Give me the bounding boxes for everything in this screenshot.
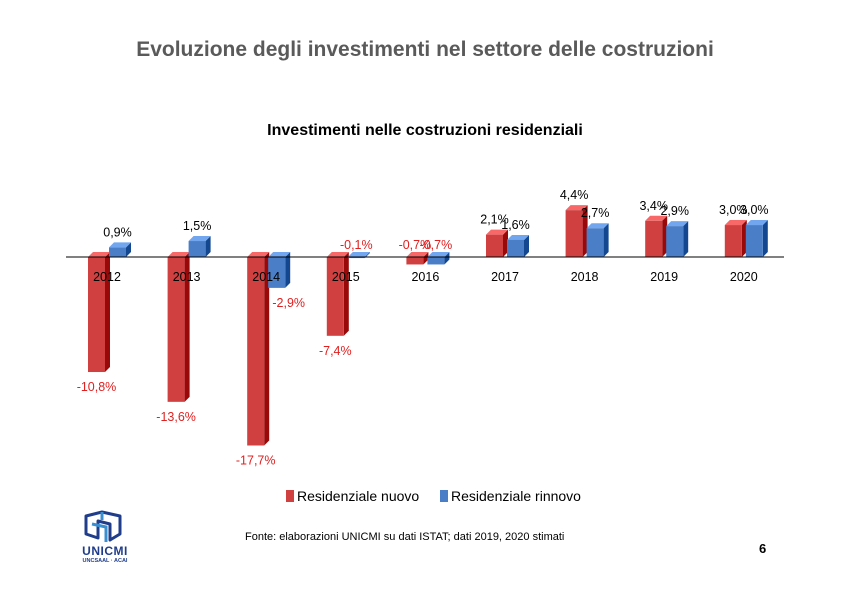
bar-rinnovo-2012	[109, 242, 131, 257]
legend-swatch-nuovo	[286, 490, 294, 502]
data-label-nuovo-2018: 4,4%	[560, 188, 589, 202]
data-label-rinnovo-2013: 1,5%	[183, 219, 212, 233]
chart-title: Investimenti nelle costruzioni residenzi…	[267, 122, 583, 139]
x-tick-label-2020: 2020	[730, 270, 758, 284]
bar-rinnovo-2017	[507, 234, 529, 257]
bar-rinnovo-2013	[188, 236, 211, 257]
bar-rinnovo-2016	[427, 252, 450, 265]
data-label-rinnovo-2020: 3,0%	[740, 203, 769, 217]
bar-rinnovo-2020	[745, 220, 768, 257]
data-label-rinnovo-2017: 1,6%	[501, 218, 530, 232]
legend-item-rinnovo[interactable]: Residenziale rinnovo	[440, 488, 581, 504]
data-label-rinnovo-2015: -0,1%	[340, 238, 373, 252]
legend-label-rinnovo: Residenziale rinnovo	[451, 488, 581, 504]
x-tick-label-2018: 2018	[571, 270, 599, 284]
legend-swatch-rinnovo	[440, 490, 448, 502]
legend: Residenziale nuovo Residenziale rinnovo	[286, 488, 581, 504]
logo-mark-icon	[84, 510, 122, 542]
bar-nuovo-2019	[645, 215, 668, 257]
bar-nuovo-2018	[565, 205, 588, 257]
data-label-rinnovo-2016: -0,7%	[420, 238, 453, 252]
source-note: Fonte: elaborazioni UNICMI su dati ISTAT…	[245, 531, 565, 543]
x-tick-label-2013: 2013	[173, 270, 201, 284]
data-labels: -10,8% 0,9% -13,6% 1,5% -17,7% -2,9% -7,4% -0,1…	[77, 188, 769, 467]
data-label-nuovo-2015: -7,4%	[319, 344, 352, 358]
data-label-rinnovo-2014: -2,9%	[272, 296, 305, 310]
bar-nuovo-2020	[724, 220, 747, 257]
x-tick-label-2019: 2019	[650, 270, 678, 284]
data-label-nuovo-2017: 2,1%	[480, 213, 509, 227]
x-tick-label-2015: 2015	[332, 270, 360, 284]
tick-labels: 2012 2013 2014 2015 2016 2017 2018 2019 2020	[93, 270, 758, 284]
data-label-rinnovo-2018: 2,7%	[581, 206, 610, 220]
data-label-rinnovo-2012: 0,9%	[103, 225, 132, 239]
bar-rinnovo-2014	[268, 252, 291, 288]
x-tick-label-2016: 2016	[411, 270, 439, 284]
logo-name: UNICMI	[82, 544, 128, 558]
data-label-rinnovo-2019: 2,9%	[660, 204, 689, 218]
bars-layer	[88, 205, 768, 446]
bar-nuovo-2017	[486, 229, 508, 257]
bar-nuovo-2015	[326, 252, 349, 336]
legend-label-nuovo: Residenziale nuovo	[297, 488, 419, 504]
slide-title: Evoluzione degli investimenti nel settor…	[136, 38, 714, 61]
data-label-nuovo-2012: -10,8%	[77, 380, 117, 394]
data-label-nuovo-2019: 3,4%	[639, 199, 668, 213]
bar-rinnovo-2019	[666, 221, 689, 257]
data-label-nuovo-2020: 3,0%	[719, 203, 748, 217]
bar-nuovo-2014	[247, 252, 270, 446]
logo-subtitle: UNCSAAL · ACAI	[82, 558, 128, 564]
bar-rinnovo-2018	[586, 223, 609, 257]
unicmi-logo: UNICMI UNCSAAL · ACAI	[72, 510, 138, 566]
x-tick-label-2017: 2017	[491, 270, 519, 284]
bar-nuovo-2013	[167, 252, 190, 402]
data-label-nuovo-2014: -17,7%	[236, 454, 276, 468]
data-label-nuovo-2013: -13,6%	[156, 410, 196, 424]
page-number: 6	[759, 541, 767, 556]
bar-nuovo-2012	[88, 252, 110, 373]
legend-item-nuovo[interactable]: Residenziale nuovo	[286, 488, 419, 504]
data-label-nuovo-2016: -0,7%	[399, 238, 432, 252]
x-tick-label-2014: 2014	[252, 270, 280, 284]
bar-nuovo-2016	[406, 252, 429, 265]
x-tick-label-2012: 2012	[93, 270, 121, 284]
